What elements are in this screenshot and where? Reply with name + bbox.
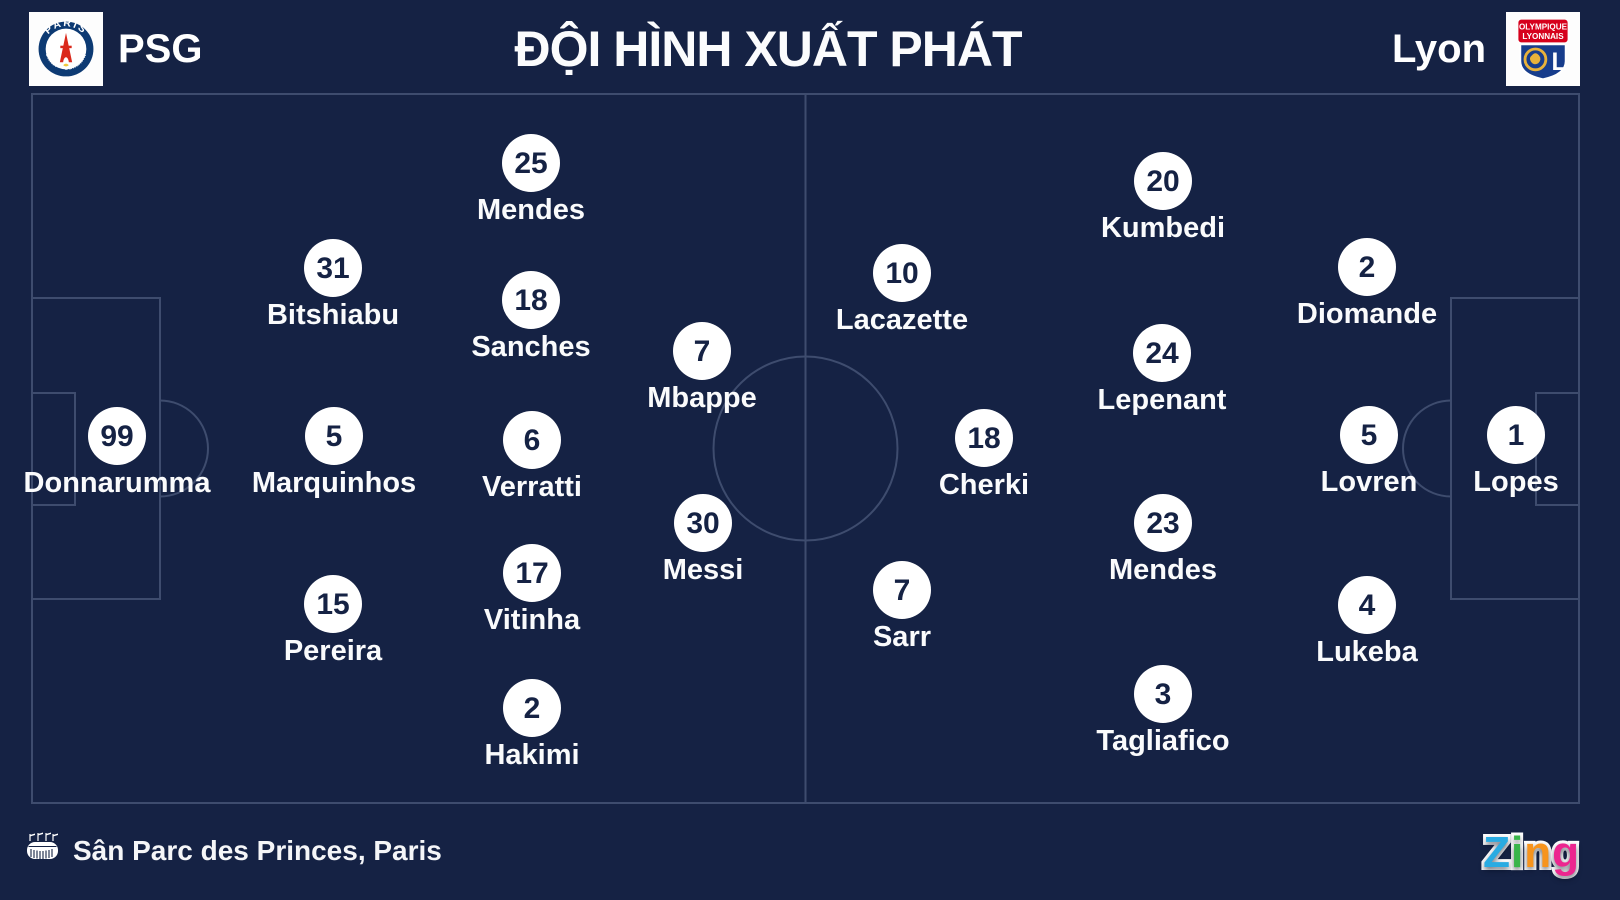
zing-logo: Zing xyxy=(1480,825,1582,880)
lyon-logo: OLYMPIQUE LYONNAIS L xyxy=(1506,12,1580,86)
player-chip: 23 Mendes xyxy=(1043,494,1283,586)
player-number: 2 xyxy=(1338,238,1396,296)
player-chip: 15 Pereira xyxy=(213,575,453,667)
zing-letter: Z xyxy=(1480,825,1513,880)
player-chip: 5 Lovren xyxy=(1249,406,1489,498)
player-name: Diomande xyxy=(1296,298,1438,330)
player-chip: 25 Mendes xyxy=(411,134,651,226)
player-chip: 20 Kumbedi xyxy=(1043,152,1283,244)
svg-text:LYONNAIS: LYONNAIS xyxy=(1522,32,1564,41)
player-name: Lukeba xyxy=(1316,636,1418,668)
player-chip: 99 Donnarumma xyxy=(0,407,237,499)
player-chip: 10 Lacazette xyxy=(782,244,1022,336)
player-name: Verratti xyxy=(482,471,582,503)
player-name: Messi xyxy=(662,554,744,586)
player-number: 4 xyxy=(1338,576,1396,634)
player-name: Tagliafico xyxy=(1096,725,1230,757)
player-name: Hakimi xyxy=(484,739,580,771)
player-number: 23 xyxy=(1134,494,1192,552)
stadium-icon xyxy=(26,832,62,867)
player-name: Lovren xyxy=(1320,466,1418,498)
player-chip: 7 Sarr xyxy=(782,561,1022,653)
player-chip: 18 Cherki xyxy=(864,409,1104,501)
lyon-crest-icon: OLYMPIQUE LYONNAIS L xyxy=(1518,19,1568,81)
player-number: 10 xyxy=(873,244,931,302)
player-chip: 5 Marquinhos xyxy=(214,407,454,499)
player-number: 31 xyxy=(304,239,362,297)
psg-logo: PARIS SAINT - GERMAIN xyxy=(29,12,103,86)
left-goal-area xyxy=(31,392,76,506)
svg-text:OLYMPIQUE: OLYMPIQUE xyxy=(1519,23,1568,32)
left-penalty-arc xyxy=(159,399,209,498)
player-name: Lepenant xyxy=(1097,384,1227,416)
player-name: Sarr xyxy=(872,621,932,653)
football-pitch xyxy=(31,93,1580,804)
player-name: Mbappe xyxy=(647,382,757,414)
player-name: Mendes xyxy=(1109,554,1217,586)
player-name: Kumbedi xyxy=(1100,212,1226,244)
right-penalty-arc xyxy=(1402,399,1452,498)
player-number: 3 xyxy=(1134,665,1192,723)
player-number: 2 xyxy=(503,679,561,737)
home-team-name: PSG xyxy=(118,27,203,71)
svg-text:L: L xyxy=(1552,49,1567,76)
player-name: Pereira xyxy=(283,635,383,667)
player-chip: 24 Lepenant xyxy=(1042,324,1282,416)
center-circle xyxy=(712,355,899,542)
player-number: 17 xyxy=(503,544,561,602)
player-number: 30 xyxy=(674,494,732,552)
player-number: 7 xyxy=(673,322,731,380)
player-name: Cherki xyxy=(938,469,1030,501)
player-name: Lopes xyxy=(1473,466,1559,498)
zing-letter: n xyxy=(1521,825,1554,880)
player-chip: 7 Mbappe xyxy=(582,322,822,414)
player-number: 20 xyxy=(1134,152,1192,210)
player-name: Vitinha xyxy=(483,604,581,636)
player-number: 1 xyxy=(1487,406,1545,464)
player-number: 24 xyxy=(1133,324,1191,382)
player-chip: 1 Lopes xyxy=(1396,406,1620,498)
player-number: 7 xyxy=(873,561,931,619)
page-title: ĐỘI HÌNH XUẤT PHÁT xyxy=(514,21,1023,77)
zing-letter: g xyxy=(1549,825,1582,880)
player-chip: 4 Lukeba xyxy=(1247,576,1487,668)
player-chip: 31 Bitshiabu xyxy=(213,239,453,331)
player-chip: 6 Verratti xyxy=(412,411,652,503)
zing-letter: i xyxy=(1508,825,1526,880)
away-team-name: Lyon xyxy=(1391,27,1486,71)
player-name: Mendes xyxy=(477,194,585,226)
player-number: 15 xyxy=(304,575,362,633)
player-name: Lacazette xyxy=(835,304,969,336)
player-name: Marquinhos xyxy=(251,467,417,499)
player-name: Bitshiabu xyxy=(266,299,400,331)
player-chip: 30 Messi xyxy=(583,494,823,586)
player-number: 25 xyxy=(502,134,560,192)
player-chip: 2 Diomande xyxy=(1247,238,1487,330)
player-number: 5 xyxy=(1340,406,1398,464)
player-chip: 2 Hakimi xyxy=(412,679,652,771)
player-name: Donnarumma xyxy=(23,467,211,499)
player-number: 18 xyxy=(502,271,560,329)
player-number: 5 xyxy=(305,407,363,465)
player-number: 6 xyxy=(503,411,561,469)
player-chip: 17 Vitinha xyxy=(412,544,652,636)
psg-crest-icon: PARIS SAINT - GERMAIN xyxy=(38,18,94,77)
player-chip: 18 Sanches xyxy=(411,271,651,363)
venue-label: Sân Parc des Princes, Paris xyxy=(73,835,442,866)
player-number: 18 xyxy=(955,409,1013,467)
player-chip: 3 Tagliafico xyxy=(1043,665,1283,757)
player-number: 99 xyxy=(88,407,146,465)
player-name: Sanches xyxy=(471,331,591,363)
